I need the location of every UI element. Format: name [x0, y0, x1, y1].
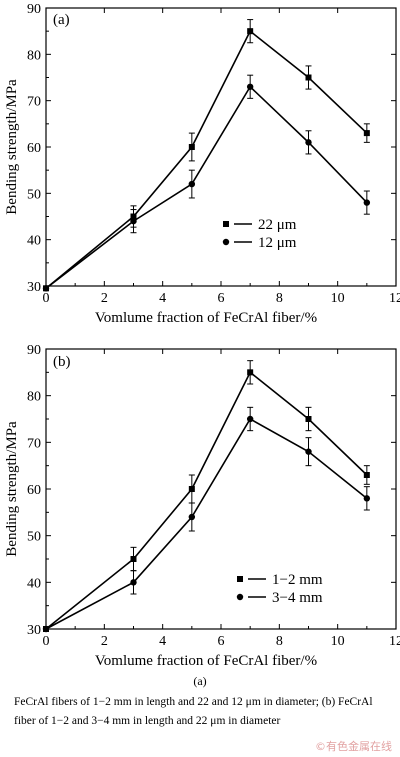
- y-tick-label: 30: [27, 623, 41, 638]
- figure-label: (a): [193, 674, 207, 688]
- y-axis-label: Bending strength/MPa: [4, 79, 20, 215]
- y-tick-label: 60: [27, 141, 41, 156]
- data-point-circle: [130, 579, 137, 586]
- data-point-square: [247, 369, 254, 376]
- x-tick-label: 4: [159, 634, 166, 649]
- panel-b-chart: 0 2 4 6 8 10 12 30 40 50 60 70 80 90 Vomlume fraction …: [4, 343, 400, 669]
- x-tick-label: 8: [276, 634, 283, 649]
- data-point-circle: [305, 139, 312, 146]
- x-tick-label: 2: [101, 634, 108, 649]
- data-point-square: [188, 144, 195, 150]
- panel-label: (b): [53, 354, 71, 370]
- data-point-circle: [363, 495, 371, 502]
- y-tick-label: 80: [27, 48, 41, 63]
- y-tick-label: 40: [27, 234, 41, 249]
- x-tick-label: 10: [331, 634, 345, 649]
- y-tick-label: 80: [27, 390, 41, 405]
- x-tick-label: 6: [218, 291, 225, 306]
- panel-label: (a): [53, 12, 70, 28]
- series-line-2: [45, 417, 368, 630]
- x-tick-label: 4: [159, 291, 166, 306]
- y-tick-label: 70: [27, 95, 41, 110]
- x-tick-label: 2: [101, 291, 108, 306]
- data-point-square: [188, 486, 195, 492]
- data-point-circle: [42, 625, 50, 633]
- legend-marker-square: [223, 221, 229, 227]
- x-tick-label: 0: [43, 634, 50, 649]
- watermark: ©有色金属在线: [315, 740, 392, 753]
- series-line-1: [45, 29, 368, 289]
- y-tick-label: 90: [27, 2, 41, 17]
- legend-marker-circle: [236, 593, 244, 601]
- y-tick-label: 50: [27, 530, 41, 545]
- legend-marker-square: [237, 576, 243, 582]
- data-point-circle: [305, 448, 312, 455]
- data-point-square: [305, 74, 312, 81]
- data-point-square: [363, 130, 370, 137]
- series-line-2: [45, 85, 368, 289]
- data-point-circle: [188, 180, 196, 188]
- legend-marker-circle: [222, 238, 230, 246]
- x-tick-label: 12: [389, 291, 400, 306]
- data-point-circle: [246, 415, 254, 423]
- legend-label: 22 μm: [258, 217, 297, 233]
- data-point-circle: [246, 83, 254, 90]
- x-axis-label: Vomlume fraction of FeCrAl fiber/%: [95, 310, 317, 326]
- data-point-circle: [130, 217, 137, 225]
- y-tick-label: 50: [27, 187, 41, 202]
- data-point-square: [363, 472, 370, 478]
- x-tick-label: 10: [331, 291, 345, 306]
- y-tick-label: 70: [27, 436, 41, 451]
- figure-caption: FeCrAl fibers of 1−2 mm in length and 22…: [14, 696, 373, 727]
- data-point-square: [305, 416, 312, 422]
- y-tick-label: 90: [27, 343, 41, 358]
- x-tick-label: 6: [218, 634, 225, 649]
- y-axis-label: Bending strength/MPa: [4, 421, 20, 557]
- legend-label: 12 μm: [258, 235, 297, 251]
- series-line-1: [45, 371, 368, 630]
- y-tick-label: 60: [27, 483, 41, 498]
- data-point-square: [247, 28, 254, 35]
- y-tick-label: 40: [27, 576, 41, 591]
- legend-label: 3−4 mm: [272, 590, 323, 606]
- legend-label: 1−2 mm: [272, 572, 323, 588]
- data-point-circle: [188, 513, 196, 521]
- x-tick-label: 0: [43, 291, 50, 306]
- panel-a-chart: 0 2 4 6 8 10 12 30 40 50 60 70 80 90 Vomlume fraction …: [4, 2, 400, 326]
- y-tick-label: 30: [27, 280, 41, 295]
- x-tick-label: 12: [389, 634, 400, 649]
- data-point-circle: [42, 285, 50, 292]
- data-point-square: [130, 556, 137, 562]
- x-tick-label: 8: [276, 291, 283, 306]
- x-axis-label: Vomlume fraction of FeCrAl fiber/%: [95, 653, 317, 669]
- data-point-circle: [363, 199, 371, 206]
